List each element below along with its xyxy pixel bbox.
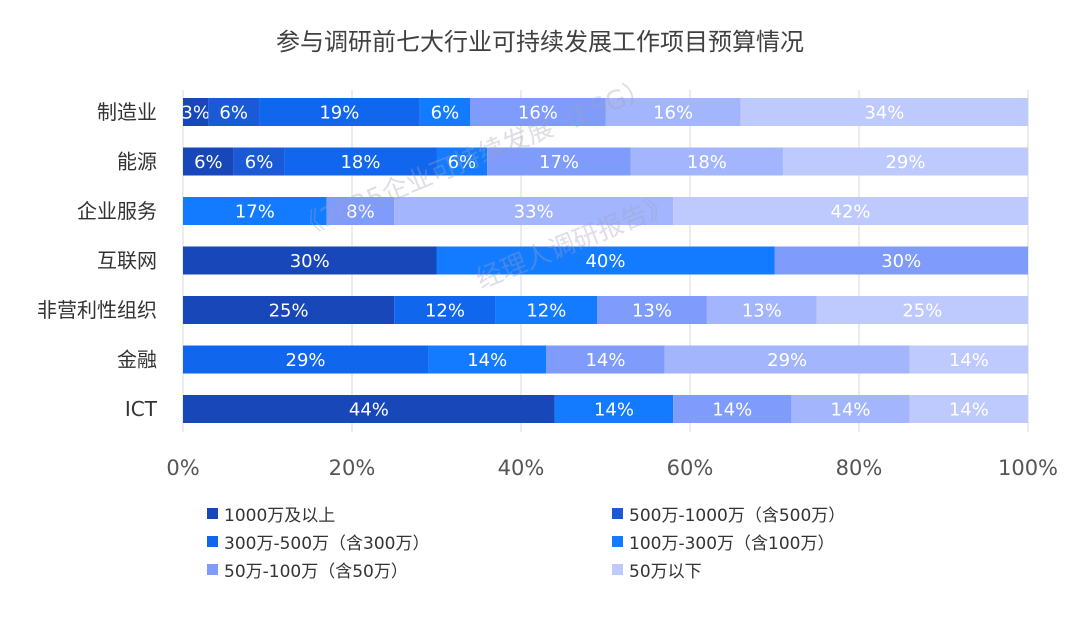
x-tick-label: 0% xyxy=(166,456,199,480)
category-label: 能源 xyxy=(117,150,157,174)
x-tick-label: 60% xyxy=(667,456,714,480)
bar-segment xyxy=(909,345,1028,374)
data-label: 6% xyxy=(448,152,477,173)
data-label: 34% xyxy=(864,103,904,124)
category-label: 制造业 xyxy=(97,100,157,124)
category-label: 互联网 xyxy=(97,249,157,273)
bar-segment xyxy=(436,246,775,275)
data-label: 8% xyxy=(346,202,375,223)
data-label: 30% xyxy=(290,251,330,272)
bar-segment xyxy=(208,98,260,126)
category-label: 金融 xyxy=(117,348,157,372)
data-label: 33% xyxy=(514,202,554,223)
bar-segment xyxy=(183,296,395,324)
data-label: 16% xyxy=(653,103,693,124)
bar-segment xyxy=(597,296,707,324)
data-label: 14% xyxy=(712,400,752,421)
data-label: 6% xyxy=(431,103,460,124)
bar-segment xyxy=(664,345,910,374)
data-label: 3% xyxy=(181,103,210,124)
bar-segment xyxy=(183,246,437,275)
bar-segment xyxy=(816,296,1028,324)
chart-title: 参与调研前七大行业可持续发展工作项目预算情况 xyxy=(276,28,804,56)
data-label: 14% xyxy=(585,350,625,371)
data-label: 17% xyxy=(539,152,579,173)
data-label: 14% xyxy=(594,400,634,421)
bar-segment xyxy=(259,98,420,126)
bar-segment xyxy=(326,197,395,225)
bar-segment xyxy=(546,345,665,374)
data-label: 29% xyxy=(767,350,807,371)
data-label: 6% xyxy=(245,152,274,173)
bar-segment xyxy=(791,395,910,423)
bar-segment xyxy=(782,147,1028,176)
category-label: 非营利性组织 xyxy=(37,298,157,322)
data-label: 40% xyxy=(585,251,625,272)
bar-segment xyxy=(183,147,234,176)
bar-segment xyxy=(909,395,1028,423)
bar-segment xyxy=(183,197,327,225)
bar-segment xyxy=(673,197,1028,225)
x-tick-label: 20% xyxy=(329,456,376,480)
bar-segment xyxy=(487,147,631,176)
x-tick-label: 40% xyxy=(498,456,545,480)
data-label: 13% xyxy=(742,301,782,322)
bar-segment xyxy=(495,296,598,324)
data-label: 25% xyxy=(902,301,942,322)
bar-segment xyxy=(605,98,741,126)
bar-segment xyxy=(233,147,285,176)
bar-segment xyxy=(470,98,606,126)
data-label: 42% xyxy=(831,202,871,223)
data-label: 6% xyxy=(194,152,223,173)
data-label: 14% xyxy=(949,400,989,421)
data-label: 13% xyxy=(632,301,672,322)
data-label: 6% xyxy=(219,103,248,124)
data-label: 14% xyxy=(831,400,871,421)
bar-segment xyxy=(183,395,555,423)
data-label: 30% xyxy=(881,251,921,272)
bar-segment xyxy=(554,395,674,423)
data-label: 18% xyxy=(687,152,727,173)
bar-segment xyxy=(183,345,429,374)
bar-segment xyxy=(428,345,547,374)
data-label: 12% xyxy=(425,301,465,322)
data-label: 12% xyxy=(526,301,566,322)
data-label: 19% xyxy=(319,103,359,124)
category-label: ICT xyxy=(125,397,158,421)
data-label: 16% xyxy=(518,103,558,124)
bar-segment xyxy=(284,147,437,176)
bar-segment xyxy=(774,246,1028,275)
data-label: 44% xyxy=(349,400,389,421)
data-label: 17% xyxy=(235,202,275,223)
bar-segment xyxy=(740,98,1028,126)
bar-segment xyxy=(436,147,488,176)
data-label: 25% xyxy=(269,301,309,322)
data-label: 18% xyxy=(340,152,380,173)
bar-segment xyxy=(673,395,792,423)
x-tick-label: 80% xyxy=(836,456,883,480)
data-label: 14% xyxy=(949,350,989,371)
data-label: 29% xyxy=(286,350,326,371)
bar-segment xyxy=(630,147,783,176)
bar-segment xyxy=(419,98,471,126)
bar-segment xyxy=(394,296,496,324)
category-label: 企业服务 xyxy=(77,199,157,223)
bar-segment xyxy=(183,98,209,126)
data-label: 29% xyxy=(885,152,925,173)
bar-segment xyxy=(706,296,817,324)
data-label: 14% xyxy=(467,350,507,371)
bar-segment xyxy=(394,197,674,225)
x-tick-label: 100% xyxy=(998,456,1058,480)
